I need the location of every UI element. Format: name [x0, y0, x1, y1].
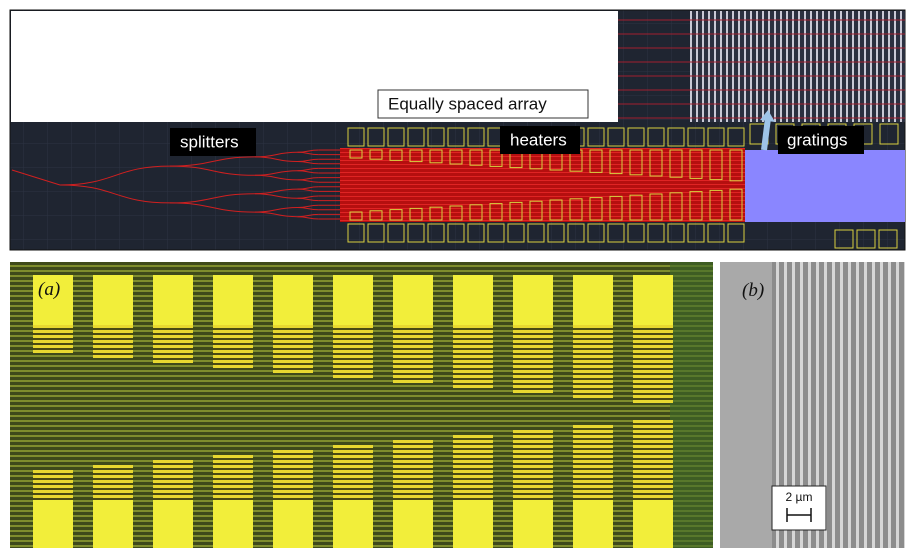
- pad-bottom: [273, 500, 313, 548]
- pad-top: [333, 275, 373, 325]
- heater-bottom: [93, 465, 133, 500]
- pad-bottom: [213, 500, 253, 548]
- pad-top: [453, 275, 493, 325]
- page: Equally spaced array splitters heaters g…: [0, 0, 909, 548]
- heater-bottom: [453, 435, 493, 500]
- grating-lines: [690, 11, 905, 122]
- heater-bottom: [573, 425, 613, 500]
- pad-top: [393, 275, 433, 325]
- heater-top: [153, 325, 193, 363]
- pad-bottom: [393, 500, 433, 548]
- scale-label: 2 µm: [786, 490, 813, 504]
- heater-top: [633, 325, 673, 403]
- micrograph-b: (b) 2 µm: [720, 262, 905, 548]
- pad-bottom: [333, 500, 373, 548]
- pad-top: [273, 275, 313, 325]
- chip-edge: [670, 262, 713, 548]
- panel-label: (b): [742, 280, 764, 301]
- pad-bottom: [513, 500, 553, 548]
- heater-top: [273, 325, 313, 373]
- pad-bottom: [33, 500, 73, 548]
- heater-top: [573, 325, 613, 398]
- panel-label: (a): [38, 279, 60, 300]
- heater-top: [93, 325, 133, 358]
- micrograph-a: (a): [10, 262, 713, 548]
- heater-bottom: [153, 460, 193, 500]
- grating-region: [745, 150, 905, 222]
- label: heaters: [510, 130, 567, 149]
- pad-bottom: [93, 500, 133, 548]
- label: gratings: [787, 130, 847, 149]
- figure: Equally spaced array splitters heaters g…: [0, 0, 909, 548]
- pad-bottom: [573, 500, 613, 548]
- pad-top: [573, 275, 613, 325]
- heater-top: [213, 325, 253, 368]
- heater-bottom: [513, 430, 553, 500]
- label: splitters: [180, 132, 239, 151]
- pad-bottom: [153, 500, 193, 548]
- heater-bottom: [33, 470, 73, 500]
- pad-bottom: [633, 500, 673, 548]
- heater-bottom: [633, 420, 673, 500]
- pad-top: [513, 275, 553, 325]
- heater-bottom: [333, 445, 373, 500]
- pad-top: [93, 275, 133, 325]
- pad-bottom: [453, 500, 493, 548]
- heater-top: [453, 325, 493, 388]
- callout: Equally spaced array: [388, 94, 547, 113]
- pad-top: [633, 275, 673, 325]
- heater-bottom: [273, 450, 313, 500]
- heater-bottom: [213, 455, 253, 500]
- layout-panel: Equally spaced array splitters heaters g…: [10, 10, 905, 250]
- arrow: [764, 118, 768, 150]
- pad-top: [213, 275, 253, 325]
- heater-bottom: [393, 440, 433, 500]
- heater-top: [513, 325, 553, 393]
- heater-top: [393, 325, 433, 383]
- pad-top: [153, 275, 193, 325]
- heater-top: [333, 325, 373, 378]
- heater-top: [33, 325, 73, 353]
